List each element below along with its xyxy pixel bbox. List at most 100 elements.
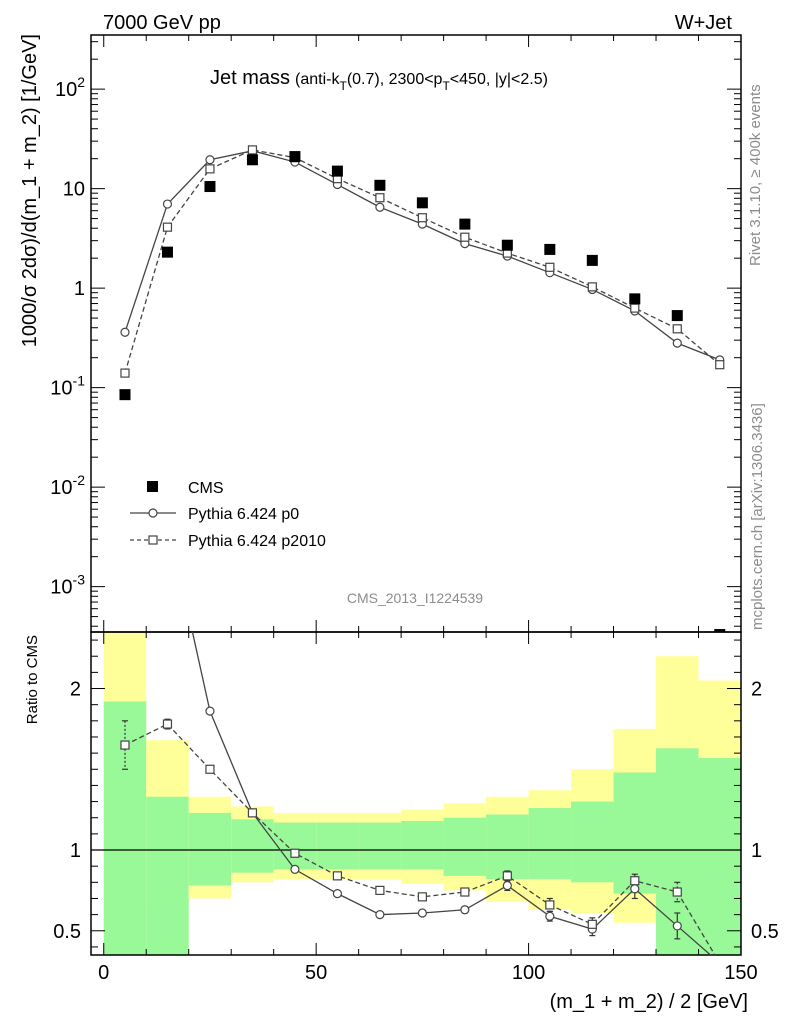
ratio-p0-point <box>205 706 215 716</box>
plot-title-detail-b: (0.7), 2300<p <box>347 71 443 88</box>
cms-point <box>459 218 471 230</box>
cms-point <box>671 310 683 322</box>
legend-p0-label: Pythia 6.424 p0 <box>188 506 299 523</box>
main-y-tick-label: 10-2 <box>50 472 85 499</box>
green-band-bin <box>571 801 614 883</box>
green-band-bin <box>401 820 444 870</box>
cms-point <box>714 629 726 632</box>
ratio-p2010-point <box>630 876 640 886</box>
green-band-bin <box>103 701 147 955</box>
p2010-point <box>375 193 385 203</box>
mcplots-watermark: mcplots.cern.ch [arXiv:1306.3436] <box>749 403 766 630</box>
plot-title-detail-a: (anti-k <box>295 71 340 88</box>
cms-point <box>204 181 216 193</box>
green-band-bin <box>146 796 189 955</box>
ratio-y-tick-label: 2 <box>70 679 81 701</box>
ratio-p2010-point <box>545 900 555 910</box>
p0-point <box>162 199 173 209</box>
x-tick-label: 100 <box>512 962 545 984</box>
p2010-point <box>587 282 597 292</box>
ratio-p2010-point <box>120 740 130 750</box>
ratio-panel-frame <box>90 631 742 956</box>
main-y-tick-label: 102 <box>55 74 85 101</box>
plot-title-main: Jet mass <box>210 67 290 89</box>
ratio-p0-point <box>460 905 470 915</box>
ratio-p2010-point <box>375 885 385 896</box>
cms-point <box>416 197 428 209</box>
p2010-point <box>460 232 470 242</box>
ratio-p2010-point <box>716 959 724 967</box>
ratio-p0-point <box>502 880 512 891</box>
legend-cms-label: CMS <box>188 480 224 497</box>
legend-p0-marker <box>148 508 158 518</box>
plot-title-sub-a: T <box>339 79 347 93</box>
ratio-p2010-point <box>502 871 512 881</box>
main-y-tick-label: 10-3 <box>50 572 85 599</box>
cms-point <box>374 179 386 191</box>
ratio-p2010-point <box>417 892 427 902</box>
cms-point <box>246 154 258 166</box>
ratio-p0-point <box>290 864 300 875</box>
ratio-p0-point <box>672 921 682 931</box>
green-band-bin <box>188 812 232 886</box>
ratio-p2010-point <box>247 808 258 818</box>
green-band-bin <box>486 814 529 880</box>
p0-point <box>672 338 682 348</box>
green-band-bin <box>613 772 657 894</box>
ratio-p0-point <box>163 515 171 523</box>
rivet-watermark: Rivet 3.1.10, ≥ 400k events <box>747 84 764 266</box>
ratio-p2010-point <box>672 887 682 897</box>
ratio-p0-point <box>375 910 385 920</box>
p0-point <box>375 202 385 212</box>
p2010-point <box>715 360 725 370</box>
cms-point <box>289 151 301 163</box>
green-band-bin <box>358 822 402 870</box>
legend-p2010-marker <box>148 535 158 545</box>
ratio-p2010-point <box>587 919 597 929</box>
ratio-p0-point <box>417 908 427 918</box>
plot-title-detail-c: <450, |y|<2.5) <box>450 71 548 88</box>
x-axis-label: (m_1 + m_2) / 2 [GeV] <box>550 991 748 1013</box>
green-band-bin <box>316 822 359 870</box>
analysis-label: CMS_2013_I1224539 <box>347 590 483 606</box>
cms-point <box>119 389 131 401</box>
ratio-p2010-point <box>332 871 343 881</box>
p2010-point <box>630 303 640 313</box>
ratio-p0-point <box>545 911 555 921</box>
ratio-p2010-point <box>290 848 300 858</box>
ratio-p2010-point <box>205 764 215 774</box>
ratio-y-tick-label-right: 1 <box>751 840 762 862</box>
ratio-y-tick-label: 1 <box>70 840 81 862</box>
green-band-bin <box>443 817 487 876</box>
p2010-point <box>672 324 682 334</box>
p2010-point <box>545 262 555 272</box>
ratio-p2010-point <box>162 719 173 729</box>
header-beam-label: 7000 GeV pp <box>103 12 221 34</box>
main-y-axis-label: 1000/σ 2dσ)/d(m_1 + m_2) [1/GeV] <box>19 34 41 347</box>
main-series-group <box>119 145 726 632</box>
p2010-point <box>417 213 427 223</box>
p0-point <box>120 327 130 337</box>
green-band-bin <box>698 757 741 955</box>
cms-point <box>501 239 513 251</box>
main-y-tick-label: 10-1 <box>50 373 85 400</box>
ratio-y-axis-label: Ratio to CMS <box>24 635 41 724</box>
main-y-tick-label: 1 <box>74 278 85 300</box>
ratio-p0-point <box>630 884 640 894</box>
legend: CMS Pythia 6.424 p0 Pythia 6.424 p2010 <box>130 480 326 550</box>
header-process-label: W+Jet <box>675 12 733 34</box>
cms-point <box>586 254 598 266</box>
main-y-tick-label: 10 <box>63 179 85 201</box>
legend-p2010-label: Pythia 6.424 p2010 <box>188 533 326 550</box>
p2010-point <box>120 368 130 378</box>
x-tick-label: 50 <box>305 962 327 984</box>
x-tick-label: 0 <box>98 962 109 984</box>
cms-point <box>544 243 556 255</box>
ratio-y-tick-label-right: 0.5 <box>751 921 779 943</box>
ratio-y-tick-label-right: 2 <box>751 679 762 701</box>
plot-title: Jet mass (anti-kT(0.7), 2300<pT<450, |y|<… <box>210 67 548 93</box>
plot-title-sub-b: T <box>442 79 450 93</box>
cms-point <box>161 246 173 258</box>
ratio-series-group <box>120 515 724 967</box>
cms-point <box>629 293 641 305</box>
